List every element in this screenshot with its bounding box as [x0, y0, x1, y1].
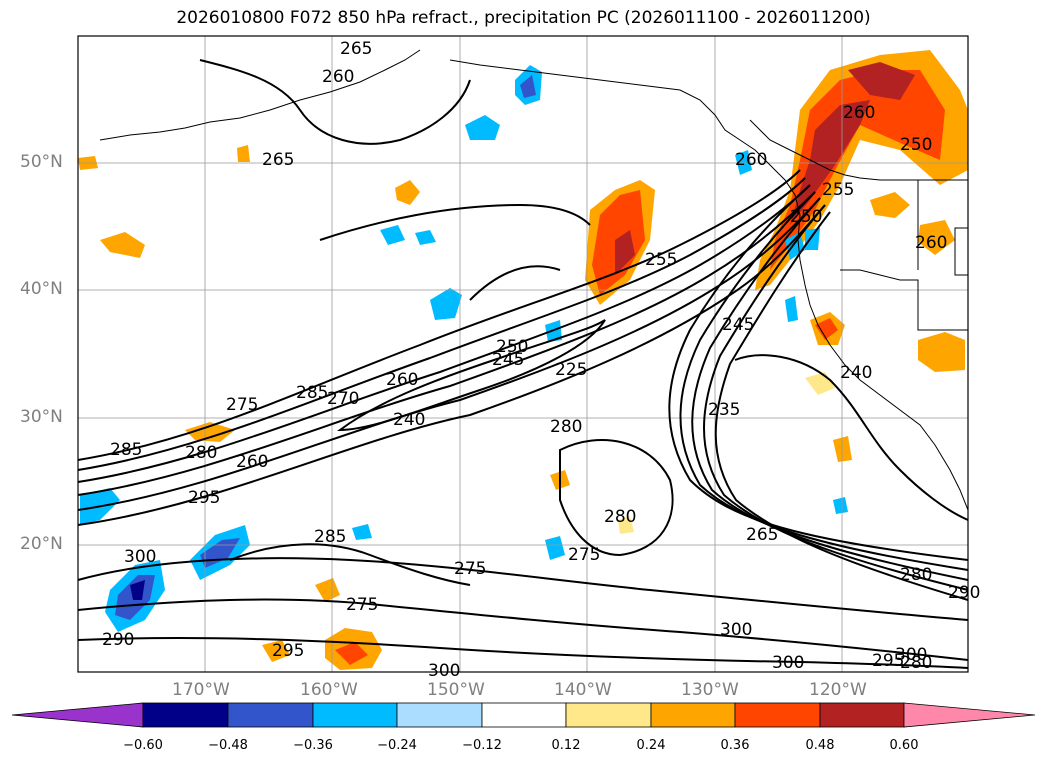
contour-label: 295: [188, 488, 220, 508]
refractivity-contours: [77, 59, 969, 669]
contour-label: 280: [900, 653, 932, 673]
colorbar-bin: [650, 702, 736, 728]
colorbar-tick-label: 0.24: [636, 738, 666, 753]
contour-label: 275: [454, 559, 486, 579]
contour-label: 275: [568, 545, 600, 565]
contour-label: 260: [236, 452, 268, 472]
colorbar-extend-min: [11, 702, 144, 728]
contour-label: 270: [327, 389, 359, 409]
contour-label: 250: [790, 207, 822, 227]
colorbar-extend-max: [903, 702, 1036, 728]
contour-label: 275: [346, 595, 378, 615]
contour-label: 280: [185, 443, 217, 463]
contour-label: 300: [720, 620, 752, 640]
colorbar-bin: [142, 702, 229, 728]
contour-label: 255: [645, 250, 677, 270]
colorbar-bin: [481, 702, 567, 728]
contour-label: 240: [393, 410, 425, 430]
contour-label: 300: [772, 653, 804, 673]
contour-label: 265: [262, 150, 294, 170]
colorbar-tick-label: 0.48: [805, 738, 835, 753]
contour-label: 260: [386, 370, 418, 390]
contour-label: 280: [550, 417, 582, 437]
contour-label: 260: [843, 103, 875, 123]
contour-label: 285: [296, 383, 328, 403]
coastlines: [99, 49, 969, 511]
contour-label: 245: [722, 315, 754, 335]
lon-label: 120°W: [809, 680, 867, 700]
colorbar-tick-label: 0.36: [720, 738, 750, 753]
contour-label: 240: [840, 363, 872, 383]
contour-label: 265: [746, 525, 778, 545]
lat-label: 40°N: [20, 279, 63, 299]
lat-label: 50°N: [20, 152, 63, 172]
colorbar-tick-label: −0.60: [123, 738, 163, 753]
chart-title: 2026010800 F072 850 hPa refract., precip…: [176, 8, 871, 28]
colorbar-bin: [227, 702, 314, 728]
colorbar-tick-label: −0.24: [377, 738, 417, 753]
contour-label: 280: [900, 565, 932, 585]
contour-label: 260: [322, 67, 354, 87]
contour-label: 290: [948, 583, 980, 603]
contour-label: 285: [110, 440, 142, 460]
colorbar-bin: [396, 702, 483, 728]
contour-label: 280: [604, 507, 636, 527]
contour-label: 260: [735, 150, 767, 170]
colorbar: [11, 702, 1036, 728]
lon-label: 150°W: [427, 680, 485, 700]
contour-label: 225: [555, 360, 587, 380]
contour-label: 275: [226, 395, 258, 415]
contour-label: 300: [895, 645, 927, 665]
colorbar-tick-label: −0.48: [208, 738, 248, 753]
colorbar-bin: [734, 702, 821, 728]
contour-label: 295: [272, 641, 304, 661]
contour-label: 300: [124, 547, 156, 567]
colorbar-bin: [312, 702, 398, 728]
contour-label: 235: [708, 400, 740, 420]
colorbar-tick-label: −0.36: [293, 738, 333, 753]
contour-label: 285: [314, 527, 346, 547]
precip-shading-negative: [80, 65, 848, 632]
colorbar-tick-label: 0.12: [551, 738, 581, 753]
contour-label: 295: [872, 651, 904, 671]
lat-label: 30°N: [20, 407, 63, 427]
graticule: [78, 36, 968, 672]
map-frame: [77, 35, 969, 673]
lon-label: 130°W: [681, 680, 739, 700]
contour-label: 300: [428, 661, 460, 681]
contour-label: 290: [102, 630, 134, 650]
contour-label: 250: [496, 337, 528, 357]
colorbar-tick-label: −0.12: [462, 738, 502, 753]
lat-label: 20°N: [20, 534, 63, 554]
colorbar-bin: [565, 702, 652, 728]
lon-label: 140°W: [554, 680, 612, 700]
colorbar-bin: [819, 702, 905, 728]
contour-label: 250: [900, 135, 932, 155]
contour-label: 265: [340, 39, 372, 59]
lon-label: 170°W: [172, 680, 230, 700]
contour-label: 245: [492, 350, 524, 370]
contour-labels: 265 260 265 260 285 275 270 260 250 245 …: [102, 39, 980, 681]
contour-label: 255: [822, 180, 854, 200]
contour-label: 260: [915, 233, 947, 253]
colorbar-tick-label: 0.60: [889, 738, 919, 753]
lon-label: 160°W: [300, 680, 358, 700]
